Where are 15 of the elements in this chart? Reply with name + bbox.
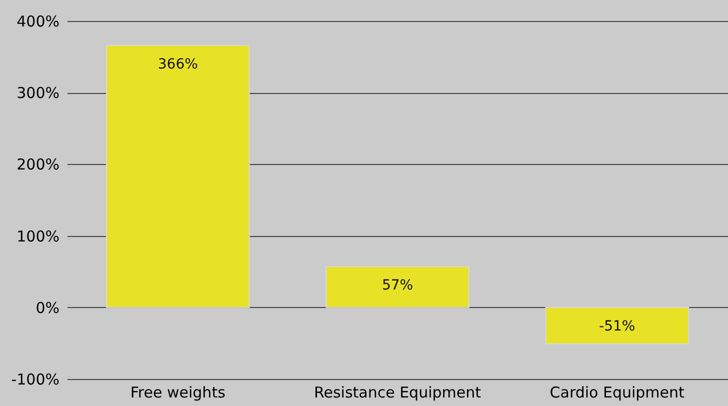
y-tick-label: 100%: [16, 227, 60, 246]
data-label: 57%: [382, 278, 414, 294]
y-tick-label: 400%: [16, 12, 60, 30]
bar: [106, 44, 250, 308]
bar: [545, 306, 689, 344]
x-tick-label: Resistance Equipment: [314, 384, 482, 402]
y-tick-label: 300%: [16, 84, 60, 102]
y-tick-label: 200%: [16, 156, 60, 174]
bar: [326, 266, 470, 308]
y-tick-label: -100%: [11, 370, 60, 388]
data-label: -51%: [599, 318, 636, 334]
x-tick-label: Free weights: [130, 384, 226, 402]
x-tick-label: Cardio Equipment: [550, 384, 685, 402]
data-label: 366%: [158, 56, 198, 72]
y-tick-label: 0%: [36, 298, 60, 317]
